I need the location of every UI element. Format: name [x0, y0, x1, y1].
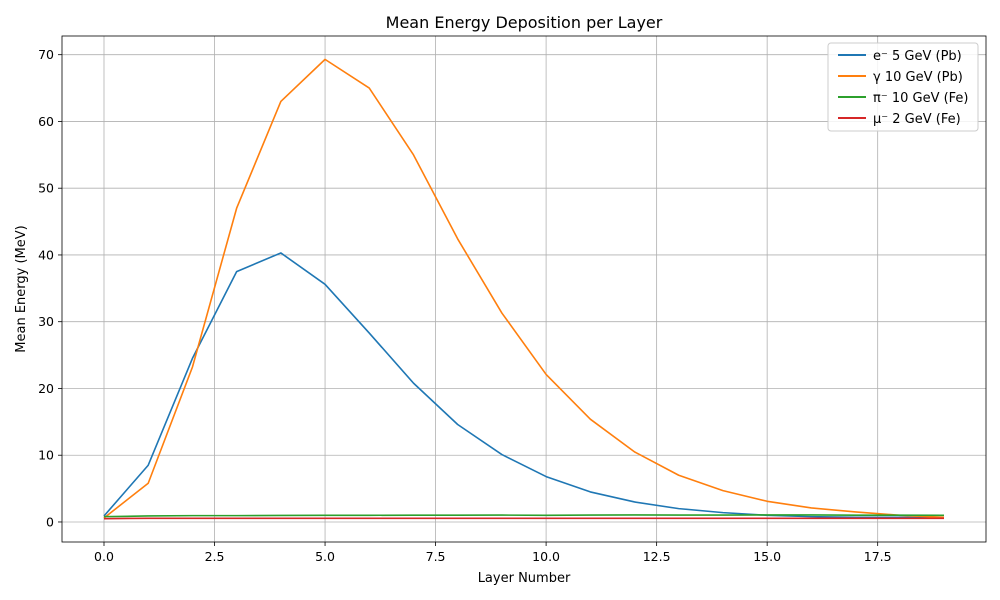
legend-label-mu-minus: μ⁻ 2 GeV (Fe) [873, 112, 961, 127]
x-tick-label: 12.5 [643, 549, 671, 564]
plot-frame [61, 35, 987, 543]
axis-ticks: 0.0 2.5 5.0 7.5 10.0 12.5 15.0 17.5 0 10 20 30 40 50 6… [38, 47, 892, 564]
x-tick-label: 0.0 [94, 549, 114, 564]
x-tick-label: 7.5 [426, 549, 446, 564]
y-tick-label: 60 [38, 114, 54, 129]
series-line-pi-minus [103, 514, 945, 518]
x-tick-label: 2.5 [205, 549, 225, 564]
series-lines [103, 58, 945, 520]
y-tick-label: 40 [38, 247, 54, 262]
legend: e⁻ 5 GeV (Pb) γ 10 GeV (Pb) π⁻ 10 GeV (F… [827, 42, 979, 132]
x-tick-label: 10.0 [532, 549, 560, 564]
y-axis-label: Mean Energy (MeV) [14, 225, 29, 352]
series-line-gamma [103, 58, 945, 519]
y-tick-label: 30 [38, 314, 54, 329]
legend-box [827, 42, 979, 132]
y-tick-label: 70 [38, 47, 54, 62]
x-tick-label: 17.5 [864, 549, 892, 564]
y-tick-label: 0 [46, 514, 54, 529]
y-tick-label: 20 [38, 381, 54, 396]
series-line-e-minus [103, 252, 945, 519]
y-tick-label: 10 [38, 448, 54, 463]
legend-label-gamma: γ 10 GeV (Pb) [873, 70, 963, 85]
x-tick-label: 5.0 [315, 549, 335, 564]
legend-label-pi-minus: π⁻ 10 GeV (Fe) [873, 91, 969, 106]
legend-label-e-minus: e⁻ 5 GeV (Pb) [873, 49, 962, 64]
x-tick-label: 15.0 [753, 549, 781, 564]
y-tick-label: 50 [38, 181, 54, 196]
x-axis-label: Layer Number [478, 571, 571, 586]
chart-title: Mean Energy Deposition per Layer [386, 13, 663, 32]
